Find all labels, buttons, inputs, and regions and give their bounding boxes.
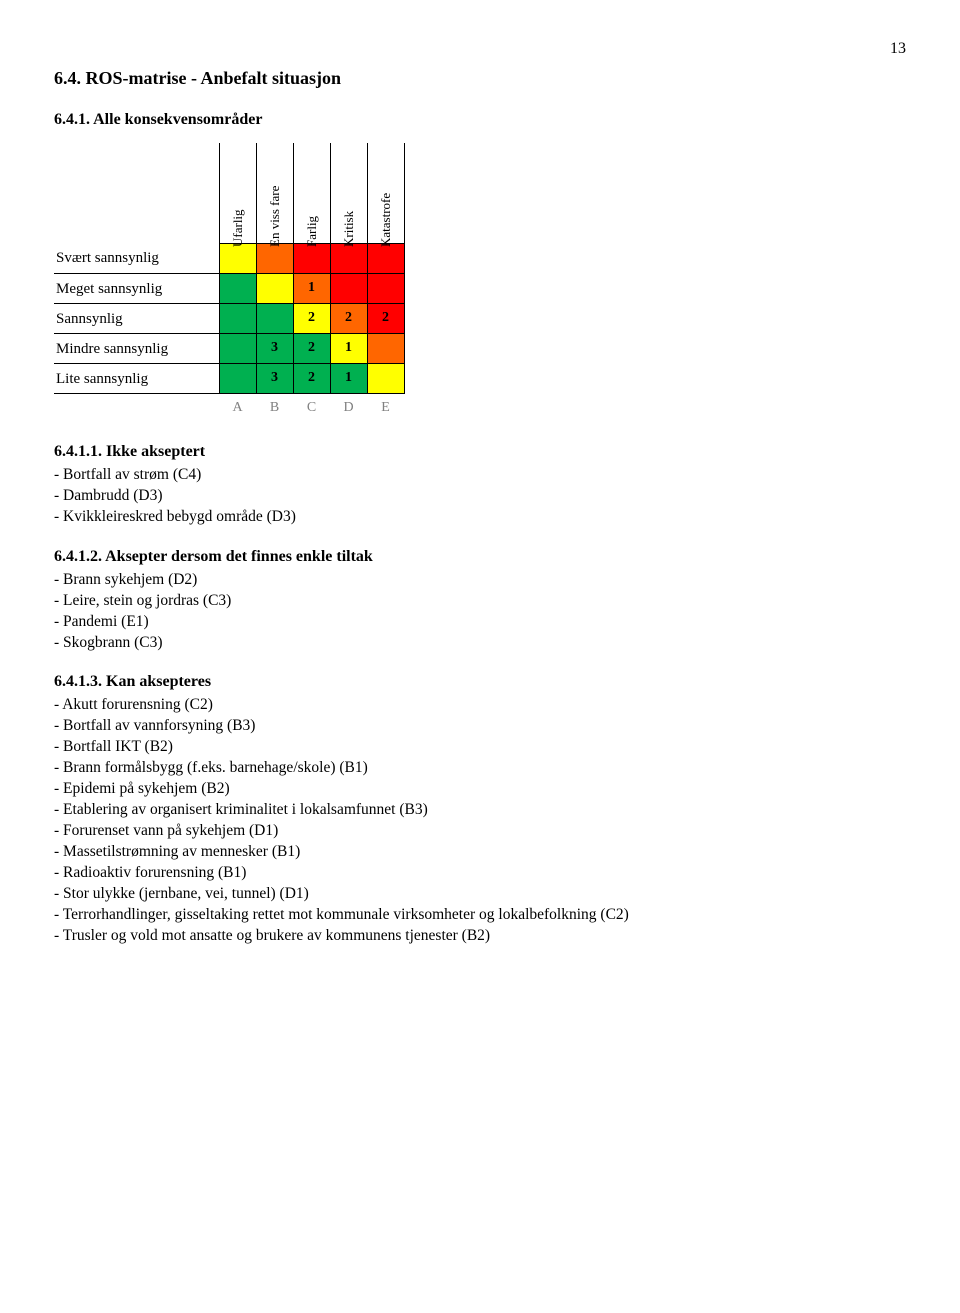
list-item: Terrorhandlinger, gisseltaking rettet mo… [54, 905, 906, 926]
section-list: Akutt forurensning (C2)Bortfall av vannf… [54, 695, 906, 946]
matrix-cell: 2 [330, 303, 367, 333]
matrix-cell [219, 363, 256, 393]
matrix-row-label: Meget sannsynlig [54, 273, 219, 303]
page-number: 13 [54, 40, 906, 58]
matrix-row-label: Svært sannsynlig [54, 243, 219, 273]
matrix-cell [219, 303, 256, 333]
list-item: Massetilstrømning av mennesker (B1) [54, 842, 906, 863]
matrix-column-letter: A [219, 393, 256, 423]
matrix-cell [330, 273, 367, 303]
matrix-cell [367, 243, 404, 273]
matrix-column-header: Farlig [293, 143, 330, 243]
heading-main: 6.4. ROS-matrise - Anbefalt situasjon [54, 68, 906, 89]
matrix-cell [256, 273, 293, 303]
section-list: Brann sykehjem (D2)Leire, stein og jordr… [54, 570, 906, 654]
matrix-row-label: Sannsynlig [54, 303, 219, 333]
list-item: Epidemi på sykehjem (B2) [54, 779, 906, 800]
list-item: Leire, stein og jordras (C3) [54, 591, 906, 612]
matrix-row-label: Lite sannsynlig [54, 363, 219, 393]
list-item: Akutt forurensning (C2) [54, 695, 906, 716]
matrix-cell [367, 363, 404, 393]
matrix-cell [256, 303, 293, 333]
list-item: Brann formålsbygg (f.eks. barnehage/skol… [54, 758, 906, 779]
matrix-cell [293, 243, 330, 273]
matrix-cell: 1 [330, 333, 367, 363]
heading-sub: 6.4.1. Alle konsekvensområder [54, 111, 906, 129]
matrix-cell: 1 [330, 363, 367, 393]
list-item: Brann sykehjem (D2) [54, 570, 906, 591]
list-item: Pandemi (E1) [54, 612, 906, 633]
matrix-column-header: Kritisk [330, 143, 367, 243]
matrix-cell: 2 [293, 333, 330, 363]
matrix-cell: 2 [293, 303, 330, 333]
risk-matrix-table: UfarligEn viss fareFarligKritiskKatastro… [54, 143, 405, 423]
risk-matrix: UfarligEn viss fareFarligKritiskKatastro… [54, 143, 906, 423]
matrix-cell [330, 243, 367, 273]
matrix-column-header: Ufarlig [219, 143, 256, 243]
list-item: Bortfall IKT (B2) [54, 737, 906, 758]
matrix-cell [256, 243, 293, 273]
matrix-cell [367, 333, 404, 363]
matrix-column-letter: E [367, 393, 404, 423]
sections-container: 6.4.1.1. Ikke akseptert Bortfall av strøm… [54, 443, 906, 947]
list-item: Trusler og vold mot ansatte og brukere a… [54, 926, 906, 947]
list-item: Etablering av organisert kriminalitet i … [54, 800, 906, 821]
section-heading: 6.4.1.1. Ikke akseptert [54, 443, 906, 461]
matrix-column-header: En viss fare [256, 143, 293, 243]
matrix-cell [219, 273, 256, 303]
section-heading: 6.4.1.2. Aksepter dersom det finnes enkl… [54, 548, 906, 566]
list-item: Forurenset vann på sykehjem (D1) [54, 821, 906, 842]
matrix-cell: 3 [256, 363, 293, 393]
matrix-cell [367, 273, 404, 303]
matrix-column-letter: B [256, 393, 293, 423]
section-list: Bortfall av strøm (C4)Dambrudd (D3)Kvikk… [54, 465, 906, 528]
matrix-cell: 3 [256, 333, 293, 363]
matrix-cell: 1 [293, 273, 330, 303]
list-item: Stor ulykke (jernbane, vei, tunnel) (D1) [54, 884, 906, 905]
list-item: Dambrudd (D3) [54, 486, 906, 507]
matrix-cell [219, 243, 256, 273]
list-item: Bortfall av strøm (C4) [54, 465, 906, 486]
list-item: Skogbrann (C3) [54, 633, 906, 654]
list-item: Bortfall av vannforsyning (B3) [54, 716, 906, 737]
matrix-cell: 2 [293, 363, 330, 393]
matrix-column-letter: C [293, 393, 330, 423]
matrix-cell [219, 333, 256, 363]
list-item: Kvikkleireskred bebygd område (D3) [54, 507, 906, 528]
list-item: Radioaktiv forurensning (B1) [54, 863, 906, 884]
matrix-column-letter: D [330, 393, 367, 423]
matrix-column-header: Katastrofe [367, 143, 404, 243]
section-heading: 6.4.1.3. Kan aksepteres [54, 673, 906, 691]
matrix-row-label: Mindre sannsynlig [54, 333, 219, 363]
matrix-cell: 2 [367, 303, 404, 333]
